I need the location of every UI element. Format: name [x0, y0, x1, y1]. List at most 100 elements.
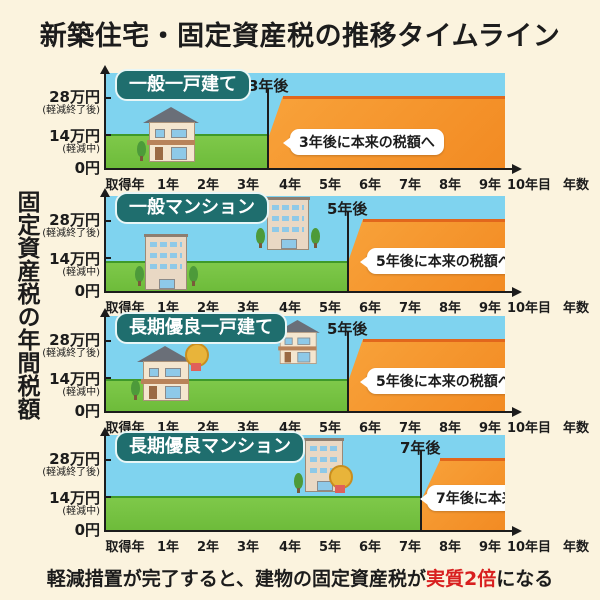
y-label-14: 14万円 (軽減中) [49, 489, 100, 518]
summary-footer: 軽減措置が完了すると、建物の固定資産税が実質2倍になる [0, 564, 600, 591]
x-axis-arrow [512, 526, 522, 536]
certification-medal-icon [185, 343, 209, 371]
x-tick: 1年 [156, 540, 180, 555]
y-tick-14 [104, 496, 111, 498]
y-tick-14 [104, 134, 111, 136]
x-tick: 7年 [398, 540, 422, 555]
x-tick: 5年 [318, 421, 342, 436]
x-tick: 8年 [438, 540, 462, 555]
full-tax-line [363, 219, 505, 222]
x-tick: 6年 [358, 301, 382, 316]
y-tick-28 [104, 340, 111, 342]
tree-icon [294, 473, 303, 493]
x-tick-labels: 取得年 1年 2年 3年 4年 5年 6年 7年 8年 9年 10年目 年数 [0, 536, 600, 555]
cutoff-line [267, 88, 269, 169]
x-tick: 9年 [478, 178, 502, 193]
x-axis [104, 530, 514, 532]
y-label-0: 0円 [74, 282, 100, 300]
x-tick: 2年 [196, 540, 220, 555]
footer-prefix: 軽減措置が完了すると、建物の固定資産税が [46, 568, 426, 590]
y-axis-title: 固定資産税の年間税額 [13, 190, 39, 420]
x-axis-title: 年数 [562, 178, 590, 193]
x-axis-title: 年数 [562, 301, 590, 316]
cutoff-label: 5年後 [327, 320, 368, 338]
x-tick-labels: 取得年 1年 2年 3年 4年 5年 6年 7年 8年 9年 10年目 年数 [0, 174, 600, 193]
reduced-line [105, 496, 420, 498]
cutoff-line [420, 450, 422, 531]
panel-general-house: 3年後 3年後に本来の税額へ 一般一戸建て 28万円 (軽減終了後) 14万円 (軽… [0, 65, 600, 195]
x-axis [104, 168, 514, 170]
y-tick-28 [104, 220, 111, 222]
x-tick: 6年 [358, 421, 382, 436]
x-axis-arrow [512, 164, 522, 174]
x-tick: 6年 [358, 178, 382, 193]
y-axis [104, 316, 106, 412]
y-axis [104, 435, 106, 531]
x-tick: 6年 [358, 540, 382, 555]
y-tick-28 [104, 97, 111, 99]
x-tick: 8年 [438, 421, 462, 436]
x-tick: 取得年 [105, 540, 145, 555]
y-axis-arrow [100, 65, 110, 74]
tree-icon [131, 380, 140, 400]
y-label-28: 28万円 (軽減終了後) [42, 331, 100, 360]
full-tax-line [363, 339, 505, 342]
x-tick: 9年 [478, 301, 502, 316]
y-tick-14 [104, 377, 111, 379]
cutoff-line [347, 331, 349, 412]
category-badge: 長期優良マンション [115, 431, 305, 463]
full-tax-line [283, 96, 505, 99]
certification-medal-icon [329, 465, 353, 493]
cutoff-label: 5年後 [327, 200, 368, 218]
x-axis-arrow [512, 407, 522, 417]
x-axis [104, 411, 514, 413]
tree-icon [256, 228, 265, 248]
y-label-0: 0円 [74, 402, 100, 420]
annotation-bubble: 5年後に本来の税額へ [360, 368, 505, 394]
category-badge: 一般マンション [115, 192, 269, 224]
x-tick: 7年 [398, 421, 422, 436]
y-label-0: 0円 [74, 159, 100, 177]
annotation-bubble: 7年後に本来の税額へ [420, 485, 505, 511]
x-tick: 10年目 [506, 421, 552, 436]
y-label-14: 14万円 (軽減中) [49, 370, 100, 399]
x-axis-title: 年数 [562, 540, 590, 555]
y-axis-arrow [100, 308, 110, 317]
x-tick: 8年 [438, 301, 462, 316]
x-tick: 1年 [156, 178, 180, 193]
y-axis-arrow [100, 188, 110, 197]
reduced-line [105, 261, 347, 263]
panel-long-term-condo: 7年後 7年後に本来の税額へ 長期優良マンション 28万円(軽減終了後) 14万… [0, 427, 600, 557]
y-label-28: 28万円 (軽減終了後) [42, 88, 100, 117]
x-tick: 9年 [478, 421, 502, 436]
x-tick: 8年 [438, 178, 462, 193]
x-tick: 9年 [478, 540, 502, 555]
panel-general-condo: 5年後 5年後に本来の税額へ 一般マンション 28万円 (軽減終了後) 14万円(… [0, 188, 600, 318]
tree-icon [311, 228, 320, 248]
plot-area: 5年後 5年後に本来の税額へ [105, 316, 505, 412]
x-tick: 10年目 [506, 540, 552, 555]
x-tick: 10年目 [506, 178, 552, 193]
y-label-14: 14万円 (軽減中) [49, 250, 100, 279]
panel-long-term-house: 5年後 5年後に本来の税額へ 長期優良一戸建て 28万円 (軽減終了後) 14万円… [0, 308, 600, 438]
y-axis-arrow [100, 427, 110, 436]
tree-icon [137, 141, 146, 161]
x-tick: 4年 [278, 178, 302, 193]
x-tick: 4年 [278, 540, 302, 555]
cutoff-line [347, 211, 349, 292]
footer-suffix: になる [496, 568, 554, 590]
x-axis [104, 291, 514, 293]
condo-illustration [144, 234, 188, 290]
y-label-28: 28万円 (軽減終了後) [42, 211, 100, 240]
tree-icon [135, 266, 144, 286]
x-tick-labels: 取得年 1年 2年 3年 4年 5年 6年 7年 8年 9年 10年目 年数 [0, 297, 600, 316]
x-tick: 取得年 [105, 178, 145, 193]
x-axis-arrow [512, 287, 522, 297]
cutoff-label: 3年後 [248, 77, 289, 95]
y-axis [104, 196, 106, 292]
full-tax-line [440, 458, 505, 461]
x-tick: 3年 [236, 178, 260, 193]
annotation-bubble: 3年後に本来の税額へ [283, 129, 444, 155]
plot-area: 5年後 5年後に本来の税額へ [105, 196, 505, 292]
y-tick-28 [104, 459, 111, 461]
